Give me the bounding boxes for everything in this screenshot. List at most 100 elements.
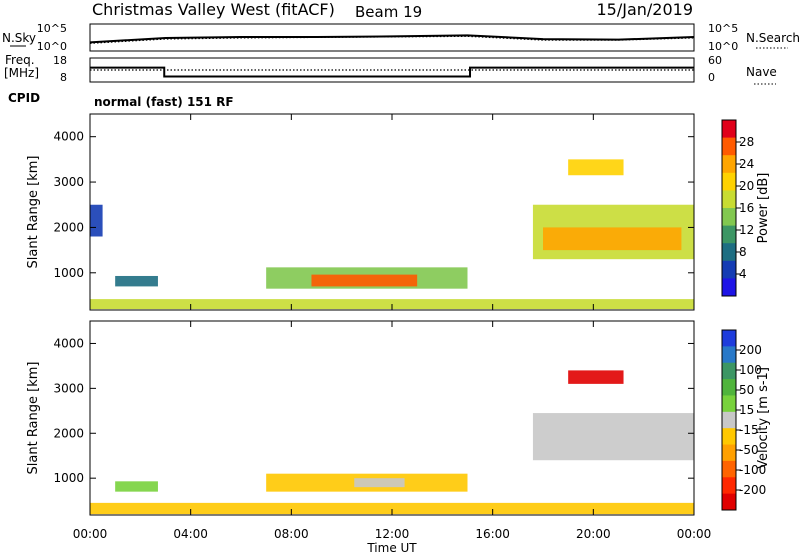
power-colorbar-swatch bbox=[722, 260, 736, 279]
power-colorbar-tick-label: 8 bbox=[739, 245, 747, 259]
noise-panel: N.Sky 10^5 10^0 10^5 10^0 N.Search bbox=[2, 22, 800, 53]
power-colorbar-tick-label: 24 bbox=[739, 157, 754, 171]
station-title: Christmas Valley West (fitACF) bbox=[92, 0, 335, 19]
power-colorbar-swatch bbox=[722, 155, 736, 174]
velocity-region bbox=[532, 413, 694, 461]
velocity-y-tick-label: 3000 bbox=[53, 381, 84, 395]
velocity-colorbar-swatch bbox=[722, 411, 736, 429]
velocity-colorbar-swatch bbox=[722, 477, 736, 495]
velocity-colorbar-swatch bbox=[722, 362, 736, 380]
velocity-y-tick-label: 1000 bbox=[53, 471, 84, 485]
x-tick-label: 04:00 bbox=[173, 527, 208, 541]
noise-series-group bbox=[89, 34, 695, 44]
noise-left-tick-bottom: 10^0 bbox=[37, 40, 67, 53]
power-colorbar-swatch bbox=[722, 225, 736, 244]
date-label: 15/Jan/2019 bbox=[596, 0, 693, 19]
velocity-colorbar-swatch bbox=[722, 395, 736, 413]
velocity-colorbar-title: Velocity [m s-1] bbox=[756, 367, 771, 469]
power-y-tick-label: 1000 bbox=[53, 266, 84, 280]
velocity-y-axis-title: Slant Range [km] bbox=[26, 362, 41, 475]
power-colorbar-tick-label: 16 bbox=[739, 201, 754, 215]
power-colorbar-title: Power [dB] bbox=[756, 173, 771, 244]
beam-label: Beam 19 bbox=[355, 3, 422, 21]
n-search-series bbox=[89, 35, 695, 44]
power-region bbox=[115, 275, 158, 287]
velocity-heatmap bbox=[90, 370, 694, 515]
power-colorbar-tick-label: 12 bbox=[739, 223, 754, 237]
velocity-colorbar-swatch bbox=[722, 444, 736, 462]
velocity-colorbar-ticks: 200 100 50 15 -15 -50 -100 -200 bbox=[736, 343, 766, 497]
cpid-label: CPID bbox=[8, 91, 40, 105]
power-heatmap bbox=[90, 159, 694, 310]
velocity-colorbar-swatch bbox=[722, 330, 736, 347]
velocity-colorbar-tick-label: 100 bbox=[739, 363, 762, 377]
velocity-colorbar: 200 100 50 15 -15 -50 -100 -200 Velocity [m s-1… bbox=[721, 329, 771, 511]
velocity-colorbar-tick-label: -100 bbox=[739, 463, 766, 477]
power-colorbar-tick-label: 4 bbox=[739, 267, 747, 281]
freq-left-tick-top: 18 bbox=[53, 54, 67, 67]
x-tick-label: 00:00 bbox=[677, 527, 712, 541]
velocity-colorbar-swatch bbox=[722, 379, 736, 396]
x-tick-label: 20:00 bbox=[576, 527, 611, 541]
noise-right-tick-top: 10^5 bbox=[708, 22, 738, 35]
power-colorbar-swatches bbox=[722, 120, 736, 297]
freq-series bbox=[90, 66, 694, 78]
x-tick-label: 00:00 bbox=[73, 527, 108, 541]
x-tick-label: 16:00 bbox=[475, 527, 510, 541]
power-region bbox=[311, 274, 418, 287]
freq-label: Freq. bbox=[5, 53, 35, 67]
n-sky-label: N.Sky bbox=[2, 31, 36, 45]
velocity-y-tick-label: 2000 bbox=[53, 426, 84, 440]
power-colorbar-swatch bbox=[722, 120, 736, 139]
power-region bbox=[543, 227, 682, 251]
x-tick-label: 12:00 bbox=[375, 527, 410, 541]
power-region bbox=[568, 159, 624, 176]
n-search-label: N.Search bbox=[746, 31, 800, 45]
velocity-colorbar-tick-label: 50 bbox=[739, 383, 754, 397]
power-colorbar-swatch bbox=[722, 190, 736, 209]
velocity-region bbox=[568, 370, 624, 384]
velocity-colorbar-tick-label: 15 bbox=[739, 403, 754, 417]
power-colorbar-swatch bbox=[722, 278, 736, 297]
velocity-colorbar-swatch bbox=[722, 428, 736, 446]
power-colorbar-swatch bbox=[722, 137, 736, 156]
nave-label: Nave bbox=[746, 65, 777, 79]
power-colorbar-tick-label: 20 bbox=[739, 179, 754, 193]
power-y-tick-label: 2000 bbox=[53, 220, 84, 234]
velocity-colorbar-tick-label: 200 bbox=[739, 343, 762, 357]
velocity-colorbar-swatch bbox=[722, 460, 736, 478]
velocity-colorbar-swatch bbox=[722, 493, 736, 511]
velocity-colorbar-frame bbox=[721, 329, 737, 511]
velocity-region bbox=[354, 478, 405, 488]
x-axis-title: Time UT bbox=[366, 541, 417, 554]
n-sky-series bbox=[89, 34, 695, 44]
power-panel: 1000 2000 3000 4000 Slant Range [km] bbox=[26, 113, 695, 311]
velocity-region bbox=[90, 502, 694, 515]
power-colorbar: 28 24 20 16 12 8 4 Power [dB] bbox=[721, 119, 771, 297]
freq-left-tick-bottom: 8 bbox=[60, 71, 67, 84]
velocity-colorbar-tick-label: -200 bbox=[739, 483, 766, 497]
freq-right-tick-bottom: 0 bbox=[708, 71, 715, 84]
power-y-tick-label: 3000 bbox=[53, 175, 84, 189]
x-axis: 00:00 04:00 08:00 12:00 16:00 20:00 00:00 bbox=[73, 114, 712, 541]
power-colorbar-swatch bbox=[722, 243, 736, 262]
power-colorbar-ticks: 28 24 20 16 12 8 4 bbox=[736, 135, 754, 281]
power-colorbar-tick-label: 28 bbox=[739, 135, 754, 149]
velocity-panel: 1000 2000 3000 4000 Slant Range [km] bbox=[26, 320, 695, 516]
noise-left-tick-top: 10^5 bbox=[37, 22, 67, 35]
noise-right-tick-bottom: 10^0 bbox=[708, 40, 738, 53]
velocity-colorbar-swatches bbox=[722, 330, 736, 511]
cpid-value: normal (fast) 151 RF bbox=[94, 95, 234, 109]
power-colorbar-swatch bbox=[722, 172, 736, 191]
velocity-y-tick-label: 4000 bbox=[53, 336, 84, 350]
velocity-y-axis: 1000 2000 3000 4000 bbox=[53, 336, 694, 485]
power-y-axis-title: Slant Range [km] bbox=[26, 156, 41, 269]
power-region bbox=[90, 204, 103, 237]
freq-unit-label: [MHz] bbox=[4, 66, 39, 80]
x-tick-label: 08:00 bbox=[274, 527, 309, 541]
velocity-colorbar-tick-label: -15 bbox=[739, 423, 759, 437]
freq-panel: Freq. [MHz] 18 8 60 0 Nave bbox=[4, 53, 777, 85]
power-colorbar-swatch bbox=[722, 208, 736, 227]
power-y-tick-label: 4000 bbox=[53, 130, 84, 144]
